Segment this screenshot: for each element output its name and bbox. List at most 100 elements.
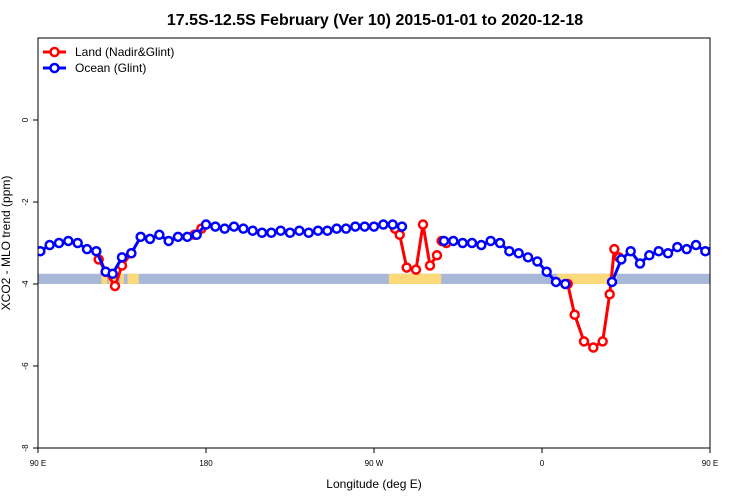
ocean-data-point bbox=[359, 221, 370, 232]
land-surface-band bbox=[120, 273, 124, 284]
ocean-data-point bbox=[53, 237, 65, 249]
ocean-data-point bbox=[504, 245, 515, 257]
y-axis-label: XCO2 - MLO trend (ppm) bbox=[0, 176, 13, 311]
land-data-point bbox=[729, 268, 737, 276]
ocean-data-point bbox=[312, 225, 324, 236]
ocean-data-point bbox=[238, 223, 249, 234]
legend-label: Ocean (Glint) bbox=[75, 61, 146, 75]
land-data-point bbox=[604, 289, 615, 300]
ocean-data-point bbox=[700, 245, 710, 257]
land-data-point bbox=[569, 309, 580, 320]
ocean-data-point bbox=[210, 221, 221, 232]
ocean-data-point bbox=[182, 231, 193, 243]
ocean-data-point bbox=[303, 227, 314, 238]
ocean-data-point bbox=[644, 250, 655, 261]
ocean-data-point bbox=[266, 227, 277, 238]
legend-marker bbox=[49, 62, 60, 74]
ocean-data-point bbox=[448, 235, 459, 247]
land-series-line bbox=[726, 253, 750, 286]
ocean-data-point bbox=[91, 245, 102, 257]
ocean-data-point bbox=[681, 243, 692, 255]
x-tick-label: 90 W bbox=[365, 459, 384, 468]
ocean-data-point bbox=[606, 276, 618, 288]
ocean-data-point bbox=[144, 233, 156, 245]
ocean-data-point bbox=[219, 223, 230, 234]
y-tick-label: -6 bbox=[21, 362, 30, 370]
ocean-data-point bbox=[72, 237, 83, 249]
ocean-data-point bbox=[709, 242, 710, 248]
plot-area bbox=[38, 219, 750, 353]
ocean-data-point bbox=[228, 221, 240, 232]
y-tick-label: -2 bbox=[21, 198, 30, 206]
ocean-data-point bbox=[200, 219, 212, 230]
ocean-data-point bbox=[616, 254, 627, 265]
ocean-data-point bbox=[294, 225, 305, 236]
land-data-point bbox=[609, 243, 620, 255]
ocean-data-point bbox=[331, 223, 342, 234]
y-axis: 0 -2 -4 -6 -8 bbox=[21, 117, 38, 452]
chart-title: 17.5S-12.5S February (Ver 10) 2015-01-01… bbox=[167, 12, 583, 29]
ocean-data-point bbox=[720, 241, 728, 249]
ocean-data-point bbox=[513, 248, 524, 259]
ocean-data-point bbox=[350, 221, 361, 232]
ocean-data-point bbox=[81, 243, 93, 255]
ocean-data-point bbox=[284, 227, 296, 238]
land-data-point bbox=[410, 264, 422, 275]
ocean-data-point bbox=[625, 245, 636, 257]
ocean-data-point bbox=[396, 221, 408, 232]
ocean-data-point bbox=[247, 225, 258, 236]
ocean-data-point bbox=[690, 239, 702, 251]
land-data-point bbox=[417, 219, 429, 230]
ocean-data-point bbox=[438, 235, 450, 247]
land-data-point bbox=[736, 282, 744, 290]
ocean-surface-band bbox=[38, 273, 710, 284]
ocean-data-point bbox=[44, 239, 55, 251]
land-surface-band bbox=[127, 273, 139, 284]
ocean-data-point bbox=[63, 235, 74, 247]
land-data-point bbox=[597, 336, 608, 347]
ocean-data-point bbox=[634, 258, 646, 269]
ocean-data-point bbox=[322, 225, 333, 236]
ocean-data-point bbox=[672, 241, 683, 253]
ocean-data-point bbox=[485, 235, 496, 247]
ocean-data-point bbox=[739, 239, 747, 247]
y-tick-label: 0 bbox=[21, 117, 30, 122]
ocean-data-point bbox=[191, 229, 202, 241]
ocean-data-point bbox=[476, 239, 487, 251]
ocean-data-point bbox=[275, 225, 286, 236]
legend-label: Land (Nadir&Glint) bbox=[75, 45, 174, 59]
ocean-data-point bbox=[387, 219, 398, 230]
ocean-data-point bbox=[466, 237, 478, 249]
ocean-data-point bbox=[522, 252, 534, 263]
ocean-data-point bbox=[550, 276, 562, 288]
land-data-point bbox=[431, 250, 443, 261]
ocean-data-point bbox=[126, 248, 137, 259]
ocean-data-point bbox=[340, 223, 352, 234]
ocean-data-point bbox=[107, 268, 118, 279]
x-tick-label: 180 bbox=[199, 459, 213, 468]
ocean-data-point bbox=[368, 221, 380, 232]
legend-marker bbox=[49, 46, 60, 58]
land-data-point bbox=[588, 342, 599, 353]
ocean-data-point bbox=[653, 245, 664, 257]
ocean-data-point bbox=[541, 266, 552, 277]
y-tick-label: -4 bbox=[21, 280, 30, 288]
ocean-data-point bbox=[163, 235, 174, 247]
x-tick-label: 90 E bbox=[30, 459, 46, 468]
y-tick-label: -8 bbox=[21, 444, 30, 452]
land-data-point bbox=[722, 255, 730, 263]
land-data-point bbox=[401, 262, 412, 273]
legend: Land (Nadir&Glint) Ocean (Glint) bbox=[43, 45, 174, 75]
x-tick-label: 90 E bbox=[702, 459, 718, 468]
ocean-data-point bbox=[172, 231, 184, 243]
ocean-data-point bbox=[38, 245, 46, 257]
land-surface-band bbox=[388, 273, 442, 284]
legend-item-ocean: Ocean (Glint) bbox=[43, 61, 146, 75]
land-data-point bbox=[109, 280, 121, 292]
land-surface-band bbox=[101, 273, 108, 284]
x-axis-label: Longitude (deg E) bbox=[326, 477, 421, 491]
ocean-data-point bbox=[256, 227, 268, 238]
ocean-data-point bbox=[494, 237, 506, 249]
x-tick-label: 0 bbox=[540, 459, 545, 468]
